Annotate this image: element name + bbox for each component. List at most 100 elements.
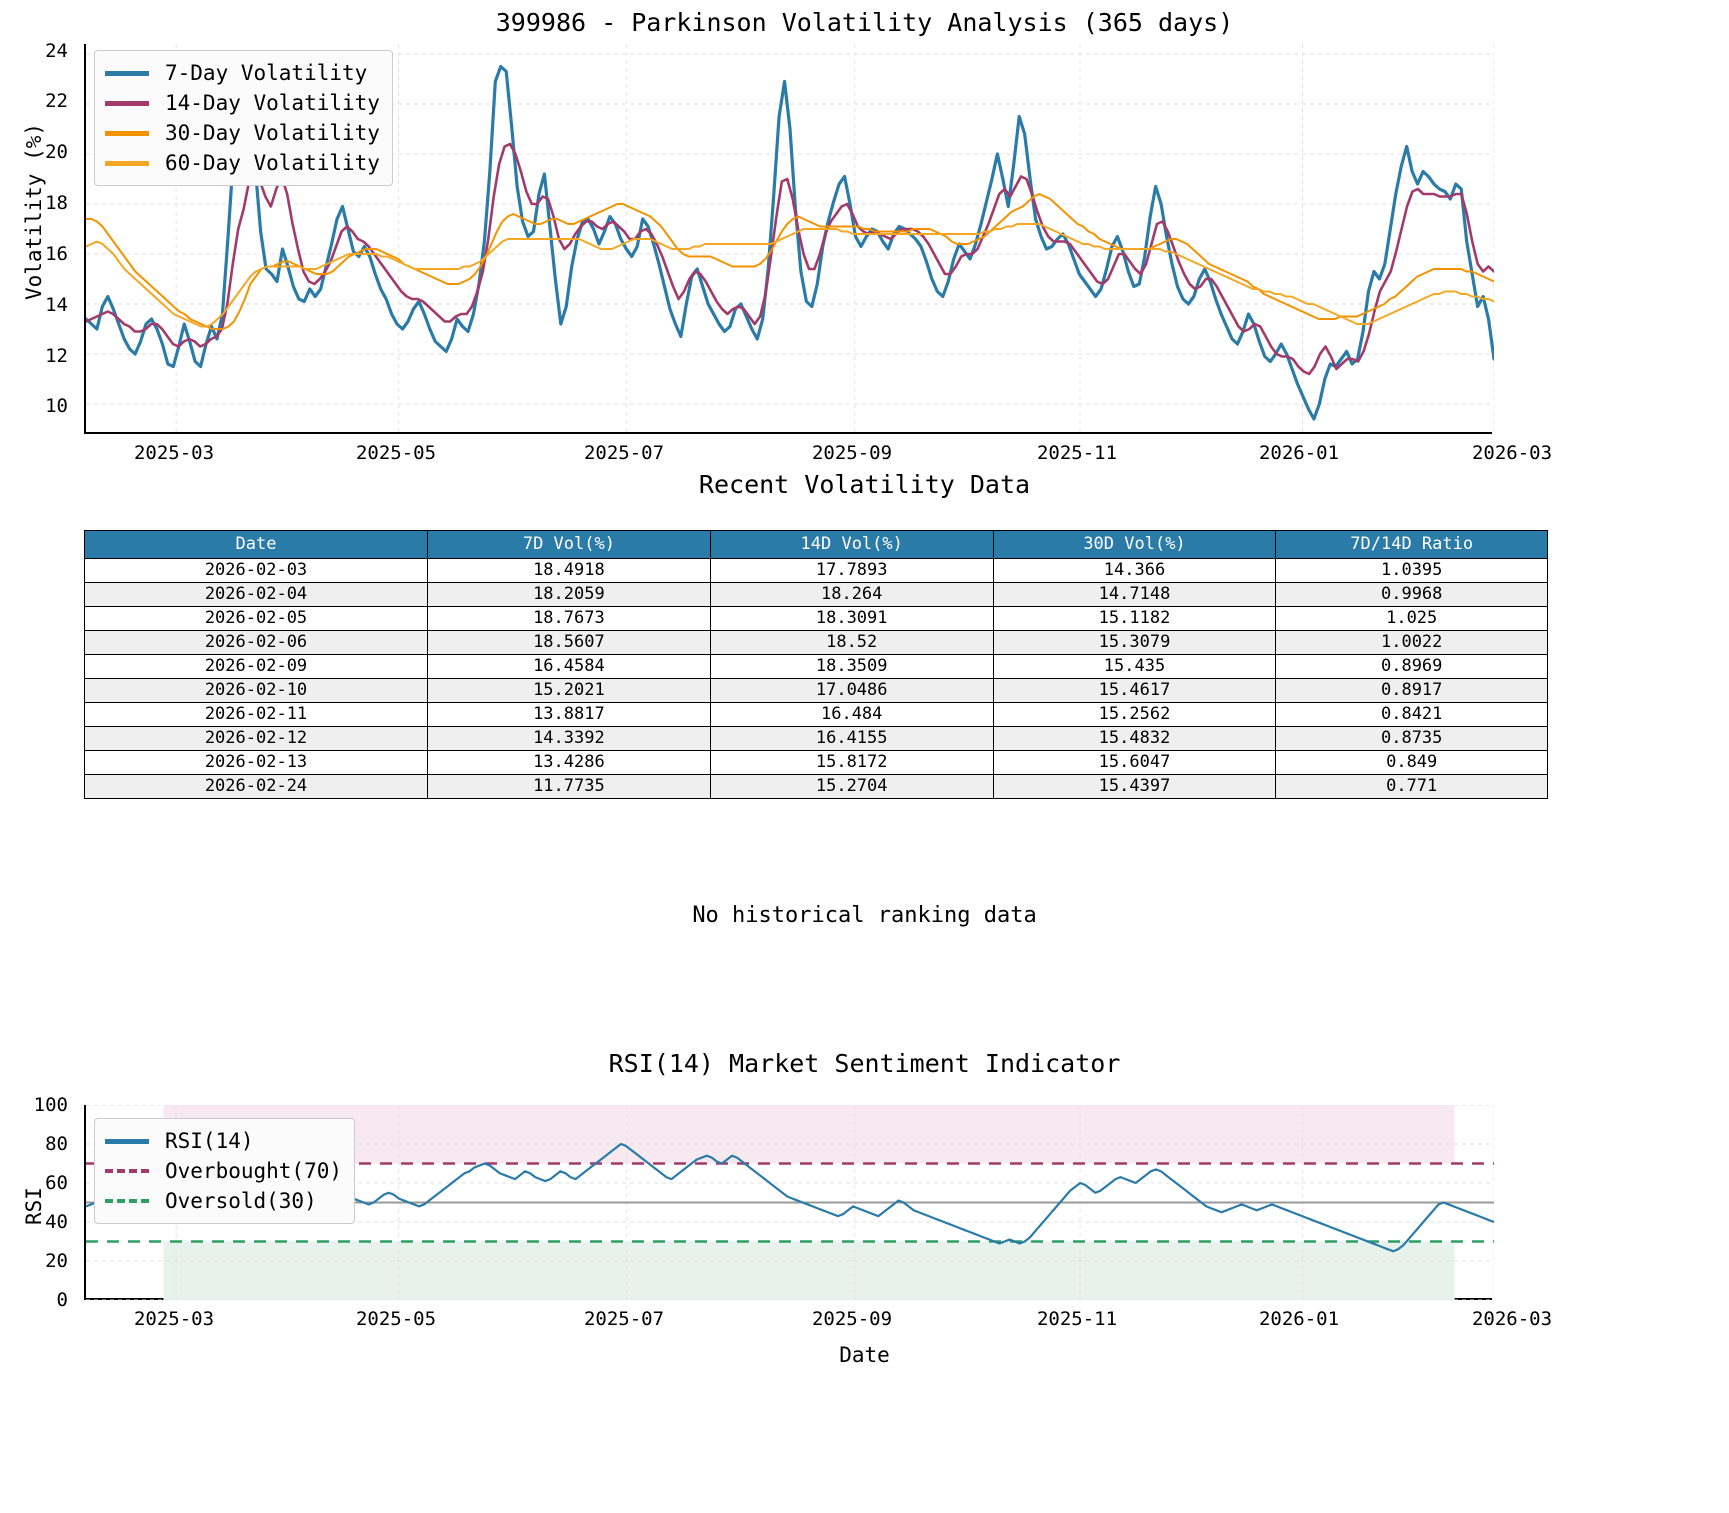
x-tick: 2025-11 [1036, 1308, 1118, 1330]
legend-swatch-rsi-icon [105, 1138, 149, 1144]
y-tick: 20 [45, 141, 68, 163]
legend-label-overbought: Overbought(70) [165, 1159, 343, 1183]
cell-ratio: 0.771 [1275, 774, 1548, 799]
legend-item-oversold[interactable]: Oversold(30) [105, 1186, 342, 1216]
cell-7d-vol: 14.3392 [427, 726, 711, 751]
th-date: Date [84, 530, 428, 559]
cell-14d-vol: 18.3509 [709, 654, 994, 679]
table-row: 2026-02-24 11.7735 15.2704 15.4397 0.771 [84, 774, 1548, 799]
cell-ratio: 0.849 [1275, 750, 1548, 775]
cell-14d-vol: 15.2704 [709, 774, 994, 799]
th-14d-vol: 14D Vol(%) [709, 530, 994, 559]
cell-ratio: 1.0022 [1275, 630, 1548, 655]
legend-item-60day[interactable]: 60-Day Volatility [105, 148, 380, 178]
legend-label-60day: 60-Day Volatility [165, 151, 380, 175]
legend-label-14day: 14-Day Volatility [165, 91, 380, 115]
cell-14d-vol: 16.4155 [709, 726, 994, 751]
y-tick: 0 [56, 1289, 68, 1311]
cell-date: 2026-02-10 [84, 678, 428, 703]
rsi-legend[interactable]: RSI(14) Overbought(70) Oversold(30) [94, 1118, 356, 1224]
cell-7d-vol: 18.4918 [427, 558, 711, 583]
cell-date: 2026-02-24 [84, 774, 428, 799]
cell-ratio: 0.8969 [1275, 654, 1548, 679]
legend-item-14day[interactable]: 14-Day Volatility [105, 88, 380, 118]
table-row: 2026-02-05 18.7673 18.3091 15.1182 1.025 [84, 606, 1548, 631]
cell-date: 2026-02-11 [84, 702, 428, 727]
y-tick: 10 [45, 395, 68, 417]
cell-14d-vol: 18.52 [709, 630, 994, 655]
cell-ratio: 0.8735 [1275, 726, 1548, 751]
cell-ratio: 1.025 [1275, 606, 1548, 631]
x-tick: 2025-07 [583, 1308, 665, 1330]
no-ranking-data-message: No historical ranking data [692, 903, 1037, 928]
cell-30d-vol: 15.1182 [992, 606, 1277, 631]
table-row: 2026-02-11 13.8817 16.484 15.2562 0.8421 [84, 702, 1548, 727]
x-tick: 2025-03 [133, 1308, 215, 1330]
rsi-plot-area [84, 1105, 1494, 1300]
cell-14d-vol: 16.484 [709, 702, 994, 727]
cell-30d-vol: 15.4832 [992, 726, 1277, 751]
y-tick: 16 [45, 243, 68, 265]
y-tick: 80 [45, 1133, 68, 1155]
x-tick: 2025-03 [133, 442, 215, 464]
table-header-row: Date 7D Vol(%) 14D Vol(%) 30D Vol(%) 7D/… [84, 530, 1548, 559]
th-7d-vol: 7D Vol(%) [427, 530, 711, 559]
cell-7d-vol: 18.7673 [427, 606, 711, 631]
cell-date: 2026-02-13 [84, 750, 428, 775]
legend-swatch-60day-icon [105, 160, 149, 166]
recent-volatility-table: Date 7D Vol(%) 14D Vol(%) 30D Vol(%) 7D/… [84, 530, 1548, 799]
cell-30d-vol: 14.366 [992, 558, 1277, 583]
cell-date: 2026-02-09 [84, 654, 428, 679]
cell-7d-vol: 13.8817 [427, 702, 711, 727]
x-tick: 2025-09 [811, 1308, 893, 1330]
cell-date: 2026-02-04 [84, 582, 428, 607]
cell-ratio: 0.8421 [1275, 702, 1548, 727]
table-section-title: Recent Volatility Data [698, 470, 1031, 499]
legend-item-rsi[interactable]: RSI(14) [105, 1126, 342, 1156]
table-row: 2026-02-09 16.4584 18.3509 15.435 0.8969 [84, 654, 1548, 679]
th-30d-vol: 30D Vol(%) [992, 530, 1277, 559]
legend-item-overbought[interactable]: Overbought(70) [105, 1156, 342, 1186]
y-tick: 18 [45, 192, 68, 214]
x-tick: 2026-03 [1471, 442, 1553, 464]
legend-label-oversold: Oversold(30) [165, 1189, 317, 1213]
cell-7d-vol: 15.2021 [427, 678, 711, 703]
x-tick: 2026-01 [1258, 1308, 1340, 1330]
y-tick: 12 [45, 345, 68, 367]
legend-item-7day[interactable]: 7-Day Volatility [105, 58, 380, 88]
cell-7d-vol: 18.5607 [427, 630, 711, 655]
rsi-x-axis-label: Date [839, 1343, 890, 1367]
y-tick: 22 [45, 90, 68, 112]
rsi-chart-title: RSI(14) Market Sentiment Indicator [608, 1049, 1121, 1078]
cell-date: 2026-02-12 [84, 726, 428, 751]
x-tick: 2026-03 [1471, 1308, 1553, 1330]
cell-30d-vol: 15.4397 [992, 774, 1277, 799]
x-tick: 2025-07 [583, 442, 665, 464]
table-row: 2026-02-03 18.4918 17.7893 14.366 1.0395 [84, 558, 1548, 583]
legend-label-30day: 30-Day Volatility [165, 121, 380, 145]
cell-date: 2026-02-05 [84, 606, 428, 631]
cell-14d-vol: 17.0486 [709, 678, 994, 703]
table-row: 2026-02-06 18.5607 18.52 15.3079 1.0022 [84, 630, 1548, 655]
legend-swatch-30day-icon [105, 130, 149, 136]
volatility-legend[interactable]: 7-Day Volatility 14-Day Volatility 30-Da… [94, 50, 393, 186]
cell-14d-vol: 15.8172 [709, 750, 994, 775]
x-tick: 2025-11 [1036, 442, 1118, 464]
cell-30d-vol: 15.6047 [992, 750, 1277, 775]
th-ratio: 7D/14D Ratio [1275, 530, 1548, 559]
legend-label-rsi: RSI(14) [165, 1129, 254, 1153]
cell-date: 2026-02-06 [84, 630, 428, 655]
cell-30d-vol: 15.4617 [992, 678, 1277, 703]
y-tick: 100 [33, 1094, 68, 1116]
x-tick: 2025-05 [355, 1308, 437, 1330]
cell-ratio: 0.9968 [1275, 582, 1548, 607]
rsi-lines [86, 1105, 1494, 1300]
table-row: 2026-02-13 13.4286 15.8172 15.6047 0.849 [84, 750, 1548, 775]
legend-item-30day[interactable]: 30-Day Volatility [105, 118, 380, 148]
volatility-chart-title: 399986 - Parkinson Volatility Analysis (… [495, 8, 1234, 37]
cell-30d-vol: 15.435 [992, 654, 1277, 679]
legend-label-7day: 7-Day Volatility [165, 61, 368, 85]
cell-date: 2026-02-03 [84, 558, 428, 583]
x-tick: 2025-05 [355, 442, 437, 464]
x-tick: 2025-09 [811, 442, 893, 464]
